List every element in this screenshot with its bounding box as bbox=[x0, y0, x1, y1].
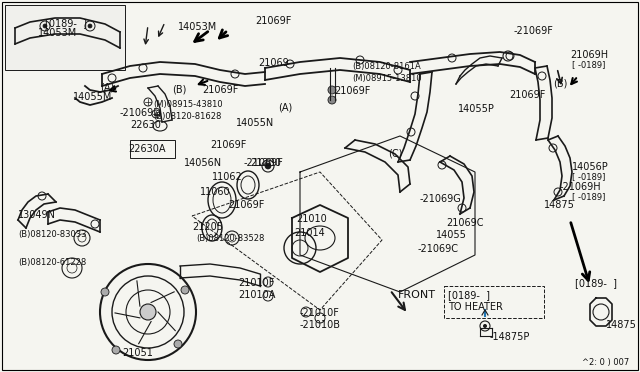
Text: (A): (A) bbox=[278, 102, 292, 112]
Circle shape bbox=[101, 288, 109, 296]
Circle shape bbox=[328, 86, 336, 94]
Text: 11062: 11062 bbox=[212, 172, 243, 182]
Text: [ -0189]: [ -0189] bbox=[572, 60, 605, 69]
Text: 14055N: 14055N bbox=[236, 118, 275, 128]
Text: FRONT: FRONT bbox=[398, 290, 436, 300]
Text: 21010F: 21010F bbox=[238, 278, 275, 288]
Text: 21205: 21205 bbox=[192, 222, 223, 232]
Circle shape bbox=[112, 346, 120, 354]
Text: 14055M: 14055M bbox=[73, 92, 113, 102]
Text: 22630: 22630 bbox=[130, 120, 161, 130]
Text: (B)08120-8161A: (B)08120-8161A bbox=[352, 62, 420, 71]
Text: [ -0189]: [ -0189] bbox=[572, 172, 605, 181]
Text: 21010: 21010 bbox=[296, 214, 327, 224]
Text: ^2: 0 ) 007: ^2: 0 ) 007 bbox=[582, 358, 629, 367]
Bar bbox=[444, 286, 544, 318]
Text: 21069: 21069 bbox=[258, 58, 289, 68]
Text: 21069F: 21069F bbox=[210, 140, 246, 150]
Circle shape bbox=[140, 304, 156, 320]
Text: (B): (B) bbox=[553, 78, 568, 88]
Text: 14053M: 14053M bbox=[178, 22, 217, 32]
Circle shape bbox=[174, 340, 182, 348]
Text: -21069F: -21069F bbox=[244, 158, 284, 168]
Text: 21069F: 21069F bbox=[228, 200, 264, 210]
Text: 14056N: 14056N bbox=[184, 158, 222, 168]
Circle shape bbox=[328, 96, 336, 104]
Text: 14055: 14055 bbox=[436, 230, 467, 240]
Text: 14055P: 14055P bbox=[458, 104, 495, 114]
Text: 11060: 11060 bbox=[200, 187, 230, 197]
Text: 21069H: 21069H bbox=[570, 50, 608, 60]
Text: 21051: 21051 bbox=[122, 348, 153, 358]
Text: 21069C: 21069C bbox=[446, 218, 483, 228]
Text: (M)08915-13810: (M)08915-13810 bbox=[352, 74, 422, 83]
Text: 21069F: 21069F bbox=[509, 90, 545, 100]
Text: 21014: 21014 bbox=[294, 228, 324, 238]
Circle shape bbox=[483, 324, 487, 328]
Text: TO HEATER: TO HEATER bbox=[448, 302, 503, 312]
Text: -21069H: -21069H bbox=[560, 182, 602, 192]
Text: 22630A: 22630A bbox=[128, 144, 166, 154]
Text: 21200: 21200 bbox=[250, 158, 281, 168]
Text: 21069F: 21069F bbox=[255, 16, 291, 26]
Text: (C): (C) bbox=[388, 148, 403, 158]
Text: [ -0189]: [ -0189] bbox=[572, 192, 605, 201]
Text: 21069F: 21069F bbox=[334, 86, 371, 96]
Text: 14875: 14875 bbox=[606, 320, 637, 330]
Bar bbox=[5, 5, 125, 70]
Text: -21010F: -21010F bbox=[300, 308, 340, 318]
Circle shape bbox=[181, 286, 189, 294]
Text: -14875P: -14875P bbox=[490, 332, 531, 342]
Text: [0189-  ]: [0189- ] bbox=[45, 18, 87, 28]
Circle shape bbox=[265, 163, 271, 169]
Text: 21010A: 21010A bbox=[238, 290, 275, 300]
Text: -21069F: -21069F bbox=[514, 26, 554, 36]
Text: (M)08915-43810: (M)08915-43810 bbox=[153, 100, 223, 109]
Text: -21069G: -21069G bbox=[420, 194, 461, 204]
Text: -21069D: -21069D bbox=[120, 108, 162, 118]
Circle shape bbox=[88, 24, 92, 28]
Text: -21069C: -21069C bbox=[418, 244, 459, 254]
Text: (B)08120-83033: (B)08120-83033 bbox=[18, 230, 86, 239]
Text: 14053M: 14053M bbox=[38, 28, 77, 38]
Text: 13049N: 13049N bbox=[18, 210, 56, 220]
Bar bbox=[130, 140, 175, 158]
Text: (A): (A) bbox=[100, 82, 115, 92]
Text: 14056P: 14056P bbox=[572, 162, 609, 172]
Text: -21010B: -21010B bbox=[300, 320, 341, 330]
Text: (B): (B) bbox=[172, 85, 186, 95]
Text: (B)08120-81628: (B)08120-81628 bbox=[153, 112, 221, 121]
Text: (B)08120-83528: (B)08120-83528 bbox=[196, 234, 264, 243]
Text: 21069F: 21069F bbox=[202, 85, 238, 95]
Circle shape bbox=[43, 24, 47, 28]
Text: (B)08120-61228: (B)08120-61228 bbox=[18, 258, 86, 267]
Text: 14875: 14875 bbox=[544, 200, 575, 210]
Text: [0189-  ]: [0189- ] bbox=[448, 290, 490, 300]
Text: [0189-  ]: [0189- ] bbox=[575, 278, 617, 288]
